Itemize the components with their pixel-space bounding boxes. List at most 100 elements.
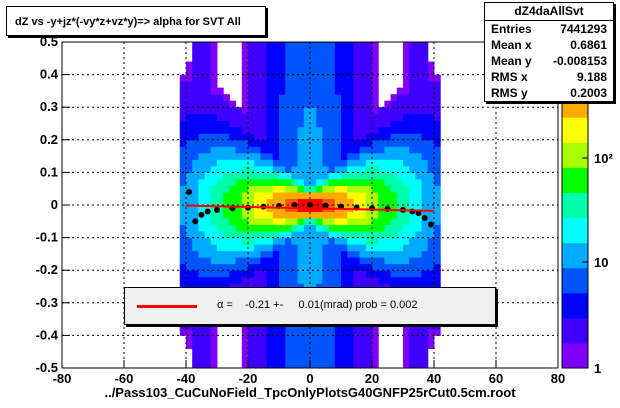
heatmap-cell <box>186 322 193 330</box>
heatmap-cell <box>427 152 435 160</box>
heatmap-cell <box>198 120 206 128</box>
heatmap-cell <box>241 244 249 252</box>
heatmap-cell <box>241 178 249 186</box>
heatmap-cell <box>347 191 354 199</box>
heatmap-cell <box>291 159 299 167</box>
heatmap-cell <box>254 231 261 239</box>
heatmap-cell <box>322 139 330 147</box>
heatmap-cell <box>341 42 348 50</box>
heatmap-cell <box>210 250 218 258</box>
heatmap-cell <box>310 244 317 252</box>
heatmap-cell <box>229 126 237 134</box>
heatmap-cell <box>427 270 435 278</box>
heatmap-cell <box>341 61 348 69</box>
heatmap-cell <box>291 218 299 226</box>
heatmap-cell <box>403 191 410 199</box>
heatmap-cell <box>316 237 323 245</box>
heatmap-cell <box>378 283 385 291</box>
heatmap-cell <box>359 244 367 252</box>
heatmap-cell <box>303 263 311 271</box>
heatmap-cell <box>322 55 330 63</box>
heatmap-cell <box>341 250 348 258</box>
heatmap-cell <box>291 74 299 82</box>
heatmap-cell <box>322 185 330 193</box>
heatmap-cell <box>347 224 354 232</box>
heatmap-cell <box>384 120 392 128</box>
heatmap-cell <box>316 113 323 121</box>
heatmap-cell <box>279 361 286 369</box>
heatmap-cell <box>353 61 361 69</box>
heatmap-cell <box>415 231 423 239</box>
heatmap-cell <box>341 139 348 147</box>
heatmap-cell <box>322 94 330 102</box>
heatmap-cell <box>390 276 398 284</box>
heatmap-cell <box>229 237 237 245</box>
heatmap-cell <box>328 231 336 239</box>
heatmap-cell <box>291 48 299 56</box>
heatmap-cell <box>341 322 348 330</box>
heatmap-cell <box>198 100 206 108</box>
heatmap-cell <box>291 348 299 356</box>
heatmap-cell <box>297 152 305 160</box>
heatmap-cell <box>223 159 230 167</box>
heatmap-cell <box>272 361 280 369</box>
heatmap-cell <box>272 107 280 115</box>
heatmap-cell <box>378 159 385 167</box>
heatmap-cell <box>285 133 292 141</box>
heatmap-cell <box>179 185 187 193</box>
heatmap-cell <box>347 276 354 284</box>
heatmap-cell <box>291 244 299 252</box>
heatmap-cell <box>434 133 441 141</box>
heatmap-cell <box>291 152 299 160</box>
heatmap-cell <box>378 257 385 265</box>
heatmap-cell <box>186 146 193 154</box>
heatmap-cell <box>235 165 243 173</box>
heatmap-cell <box>396 263 404 271</box>
heatmap-cell <box>372 328 379 336</box>
heatmap-cell <box>365 276 373 284</box>
heatmap-cell <box>341 87 348 95</box>
heatmap-cell <box>328 126 336 134</box>
heatmap-cell <box>198 354 206 362</box>
heatmap-cell <box>334 283 342 291</box>
heatmap-cell <box>260 165 268 173</box>
heatmap-cell <box>409 198 416 206</box>
heatmap-cell <box>229 146 237 154</box>
heatmap-cell <box>421 178 429 186</box>
heatmap-cell <box>210 328 218 336</box>
heatmap-cell <box>328 250 336 258</box>
heatmap-cell <box>334 270 342 278</box>
heatmap-cell <box>403 165 410 173</box>
heatmap-cell <box>235 133 243 141</box>
heatmap-cell <box>303 48 311 56</box>
heatmap-cell <box>204 48 212 56</box>
heatmap-cell <box>285 250 292 258</box>
heatmap-cell <box>179 198 187 206</box>
heatmap-cell <box>347 87 354 95</box>
heatmap-cell <box>186 74 193 82</box>
heatmap-cell <box>179 205 187 213</box>
heatmap-cell <box>310 126 317 134</box>
heatmap-cell <box>266 237 274 245</box>
heatmap-cell <box>341 270 348 278</box>
heatmap-cell <box>390 198 398 206</box>
heatmap-cell <box>303 55 311 63</box>
heatmap-cell <box>198 283 206 291</box>
stats-label: Mean x <box>491 38 532 52</box>
heatmap-cell <box>260 231 268 239</box>
heatmap-cell <box>328 283 336 291</box>
heatmap-cell <box>434 276 441 284</box>
heatmap-cell <box>241 74 249 82</box>
heatmap-cell <box>192 100 199 108</box>
heatmap-cell <box>390 172 398 180</box>
heatmap-cell <box>372 283 379 291</box>
heatmap-cell <box>409 211 416 219</box>
heatmap-cell <box>403 146 410 154</box>
y-tick-label: -0.4 <box>36 327 59 342</box>
heatmap-cell <box>341 361 348 369</box>
heatmap-cell <box>353 198 361 206</box>
heatmap-cell <box>297 250 305 258</box>
heatmap-cell <box>204 263 212 271</box>
heatmap-cell <box>434 231 441 239</box>
heatmap-cell <box>421 218 429 226</box>
